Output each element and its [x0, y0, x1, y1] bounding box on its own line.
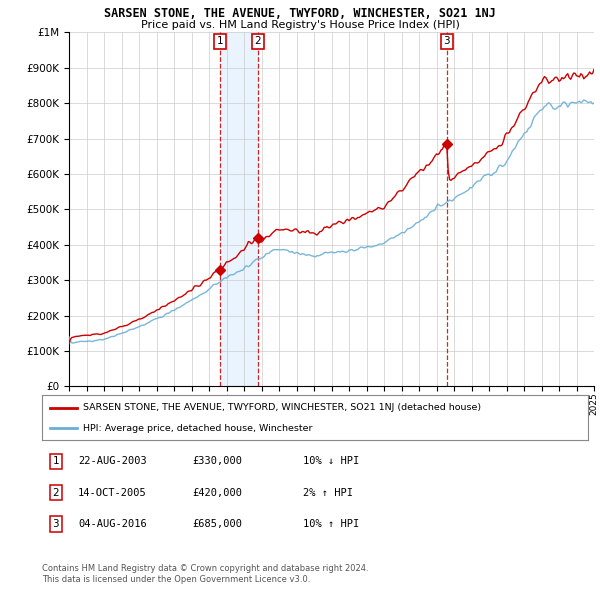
Text: 10% ↓ HPI: 10% ↓ HPI: [303, 457, 359, 466]
Text: £420,000: £420,000: [192, 488, 242, 497]
Text: 2% ↑ HPI: 2% ↑ HPI: [303, 488, 353, 497]
Text: £330,000: £330,000: [192, 457, 242, 466]
Text: 2: 2: [254, 37, 261, 46]
Text: 2: 2: [52, 488, 59, 497]
Text: 3: 3: [52, 519, 59, 529]
Text: 04-AUG-2016: 04-AUG-2016: [78, 519, 147, 529]
Text: 3: 3: [443, 37, 450, 46]
Text: Contains HM Land Registry data © Crown copyright and database right 2024.: Contains HM Land Registry data © Crown c…: [42, 565, 368, 573]
Text: 1: 1: [52, 457, 59, 466]
Text: Price paid vs. HM Land Registry's House Price Index (HPI): Price paid vs. HM Land Registry's House …: [140, 20, 460, 30]
Text: HPI: Average price, detached house, Winchester: HPI: Average price, detached house, Winc…: [83, 424, 313, 433]
Text: 1: 1: [217, 37, 223, 46]
Text: £685,000: £685,000: [192, 519, 242, 529]
Text: This data is licensed under the Open Government Licence v3.0.: This data is licensed under the Open Gov…: [42, 575, 310, 584]
Text: 10% ↑ HPI: 10% ↑ HPI: [303, 519, 359, 529]
Text: SARSEN STONE, THE AVENUE, TWYFORD, WINCHESTER, SO21 1NJ: SARSEN STONE, THE AVENUE, TWYFORD, WINCH…: [104, 7, 496, 20]
Text: 14-OCT-2005: 14-OCT-2005: [78, 488, 147, 497]
Text: SARSEN STONE, THE AVENUE, TWYFORD, WINCHESTER, SO21 1NJ (detached house): SARSEN STONE, THE AVENUE, TWYFORD, WINCH…: [83, 403, 481, 412]
Text: 22-AUG-2003: 22-AUG-2003: [78, 457, 147, 466]
Bar: [220, 32, 258, 386]
